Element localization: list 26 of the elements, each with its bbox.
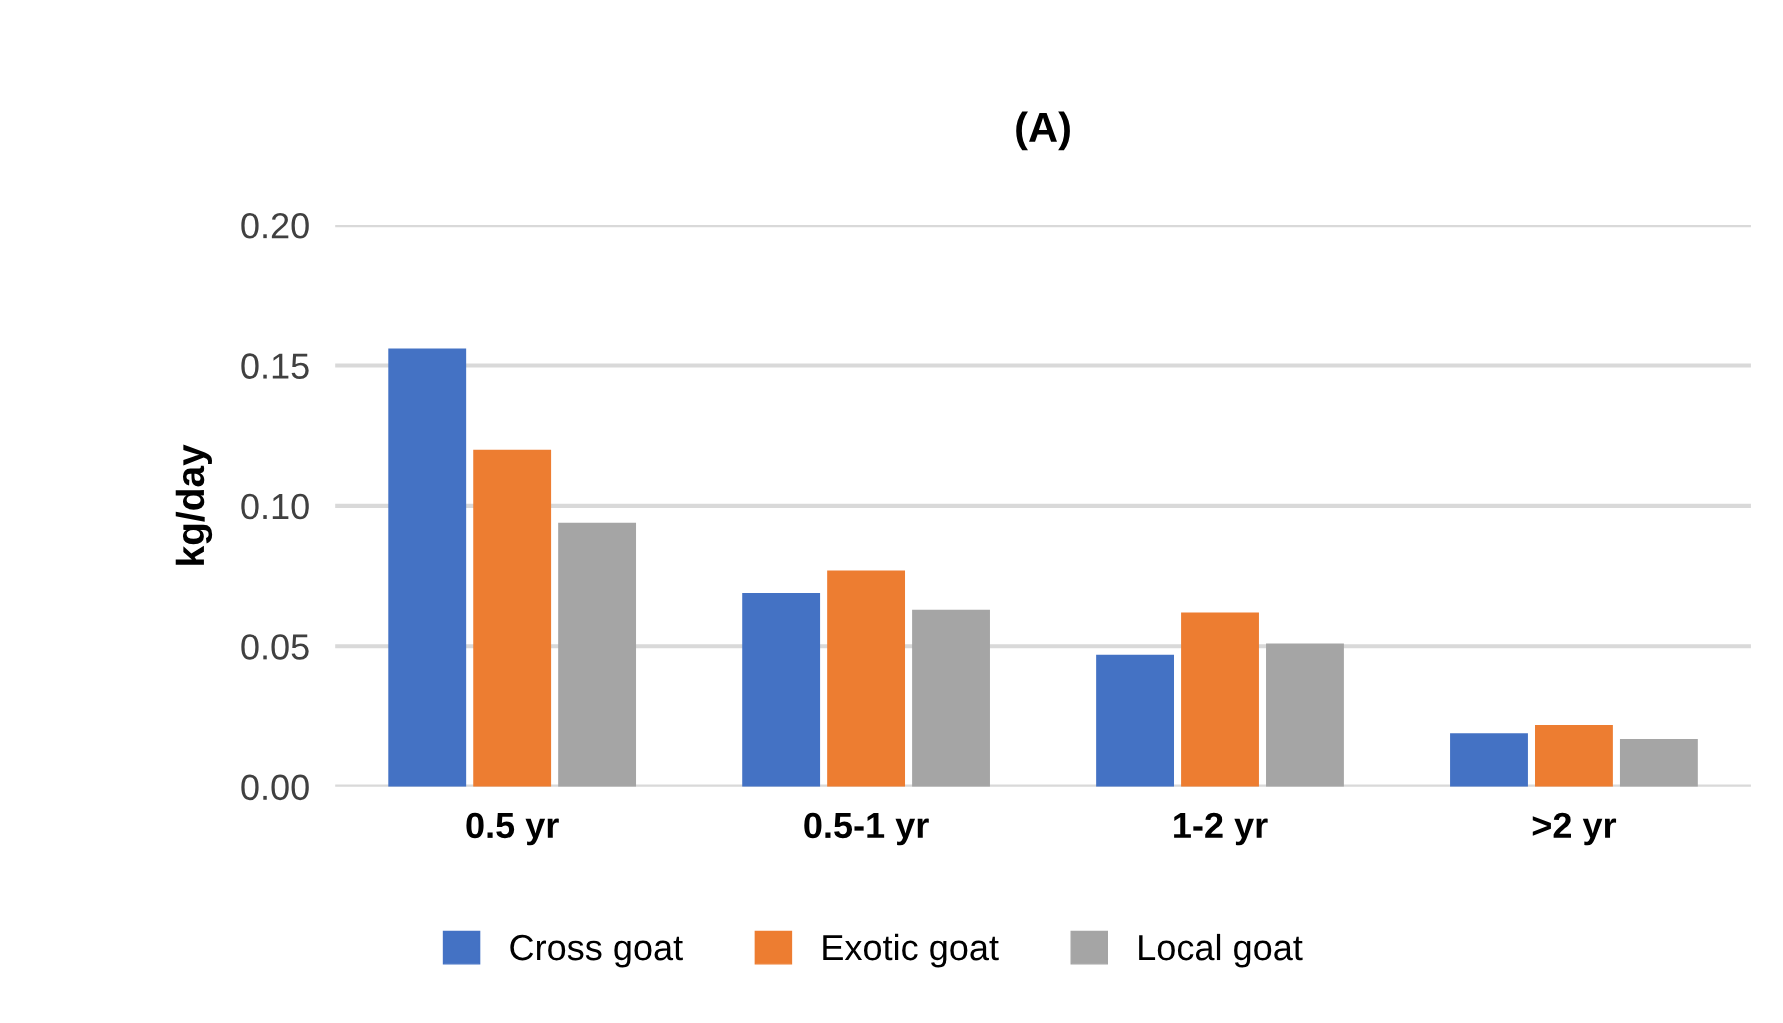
y-tick-label: 0.05 [241,634,309,660]
bar [1266,643,1344,787]
y-tick-label: 0.10 [241,493,309,520]
chart-title: (A) [1016,111,1070,151]
legend-label: Local goat [1139,933,1303,968]
legend-label: Cross goat [510,934,683,968]
bar [388,348,467,787]
bar [1450,733,1528,787]
legend-label: Exotic goat [823,933,999,968]
x-tick-label: >2 yr [1532,812,1617,846]
bar [742,592,821,787]
x-tick-label: 1-2 yr [1174,812,1268,846]
bar [827,570,906,787]
y-axis-title: kg/day [175,444,213,565]
bar [1096,654,1175,787]
x-tick-label: 0.5 yr [466,812,559,846]
bar [1619,738,1698,787]
bar [1535,724,1613,787]
y-tick-label: 0.00 [241,774,309,801]
bar [1181,612,1259,787]
bar [473,449,552,787]
y-tick-label: 0.20 [241,212,309,239]
bar [558,522,637,787]
bar [912,609,990,787]
x-tick-label: 0.5-1 yr [804,812,929,846]
y-tick-label: 0.15 [241,353,309,379]
